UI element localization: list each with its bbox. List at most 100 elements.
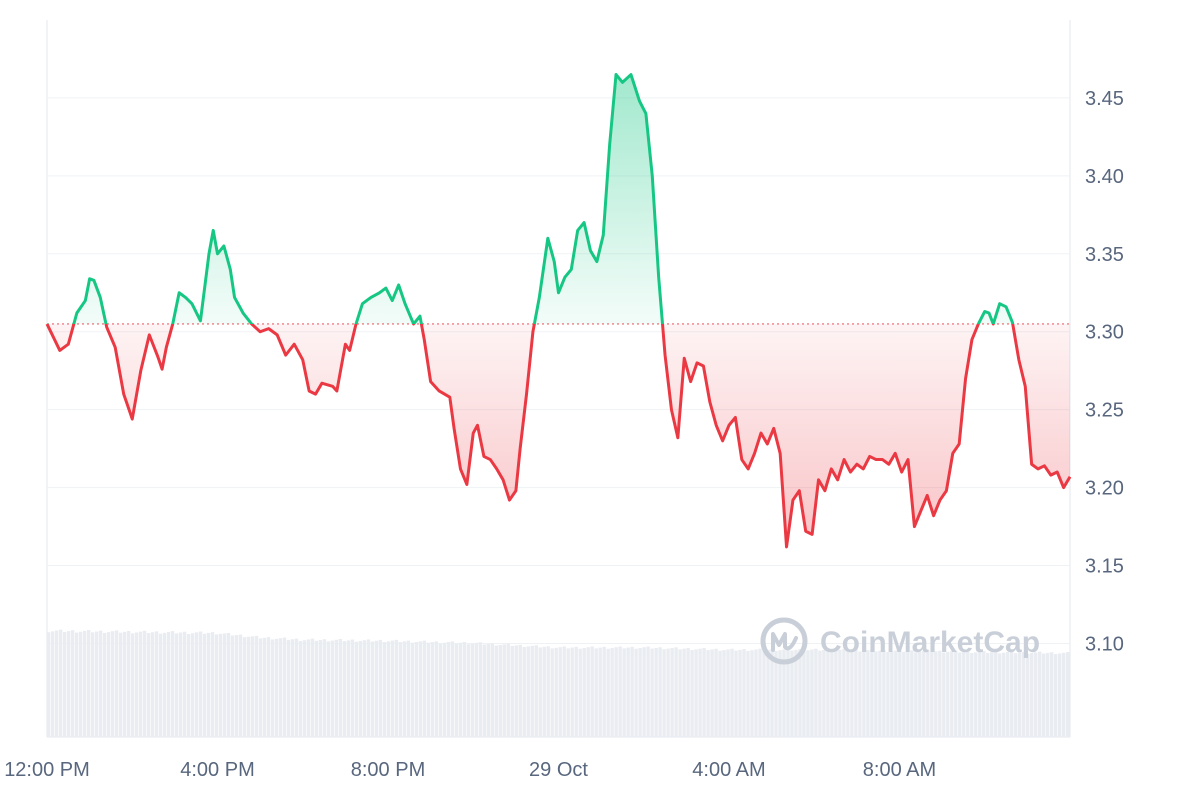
volume-bar <box>470 643 474 737</box>
volume-bar <box>62 631 67 737</box>
volume-bar <box>882 650 886 737</box>
coinmarketcap-watermark: CoinMarketCap <box>760 617 1040 665</box>
volume-bar <box>266 637 271 737</box>
volume-bar <box>590 646 594 737</box>
volume-bar <box>130 633 135 737</box>
volume-bar <box>958 652 962 737</box>
volume-bar <box>298 640 303 737</box>
volume-bar <box>490 643 494 737</box>
volume-bar <box>582 647 586 737</box>
volume-bar <box>1006 652 1010 737</box>
volume-bar <box>250 636 255 737</box>
volume-bar <box>834 650 838 737</box>
volume-bar <box>190 633 195 737</box>
volume-bar <box>866 650 870 737</box>
volume-bar <box>218 633 223 737</box>
volume-bar <box>1034 652 1038 737</box>
y-tick-label: 3.35 <box>1085 244 1124 266</box>
volume-bar <box>1054 654 1058 737</box>
volume-bar <box>174 633 179 737</box>
volume-bar <box>58 629 63 737</box>
volume-bar <box>446 642 451 737</box>
volume-bar <box>278 638 283 737</box>
volume-bar <box>342 641 347 737</box>
volume-bar <box>198 631 203 737</box>
volume-bar <box>722 650 726 737</box>
volume-bar <box>786 648 790 737</box>
volume-bar <box>826 649 830 737</box>
volume-bar <box>214 634 219 737</box>
volume-bar <box>442 642 447 737</box>
x-axis-tick-labels: 12:00 PM 4:00 PM 8:00 PM 29 Oct 4:00 AM 8:00 … <box>4 759 936 781</box>
y-tick-label: 3.45 <box>1085 88 1124 110</box>
price-line-up <box>47 73 1015 324</box>
volume-bar <box>366 639 371 737</box>
volume-bar <box>1014 653 1018 737</box>
volume-bar <box>158 633 163 737</box>
volume-bar <box>782 649 786 737</box>
volume-bar <box>674 647 678 737</box>
volume-bar <box>630 646 634 737</box>
volume-bar <box>562 646 566 737</box>
volume-bar <box>498 644 502 737</box>
volume-bar <box>774 650 778 737</box>
volume-bar <box>230 635 235 737</box>
volume-bar <box>458 642 462 737</box>
volume-bar <box>802 650 806 737</box>
volume-bar <box>906 651 910 737</box>
volume-bar <box>1022 651 1026 737</box>
volume-bar <box>106 632 111 737</box>
volume-bar <box>778 650 782 737</box>
volume-bar <box>462 642 466 737</box>
volume-bar <box>1062 652 1066 737</box>
volume-bar <box>1046 652 1050 737</box>
volume-bar <box>514 645 518 737</box>
volume-bar <box>422 640 427 737</box>
volume-bar <box>1002 652 1006 737</box>
volume-bar <box>842 649 846 737</box>
volume-bar <box>878 650 882 737</box>
volume-bar <box>658 647 662 737</box>
volume-bar <box>734 650 738 737</box>
volume-bar <box>850 650 854 737</box>
volume-bar <box>362 640 367 737</box>
volume-bar <box>946 651 950 737</box>
volume-bar <box>1030 653 1034 737</box>
volume-bar <box>998 653 1002 737</box>
volume-bar <box>746 650 750 737</box>
volume-bar <box>246 636 251 737</box>
volume-bar <box>942 652 946 737</box>
volume-bar <box>390 640 395 737</box>
volume-bar <box>702 648 706 737</box>
y-tick-label: 3.40 <box>1085 166 1124 188</box>
volume-bar <box>1038 651 1042 737</box>
volume-bar <box>558 647 562 737</box>
volume-bar <box>718 650 722 737</box>
volume-bar <box>814 648 818 737</box>
volume-bar <box>50 631 55 737</box>
volume-bar <box>506 643 510 737</box>
volume-bar <box>1026 653 1030 737</box>
volume-bar <box>354 641 359 737</box>
volume-bar <box>430 642 435 737</box>
volume-bars <box>47 629 1070 737</box>
volume-bar <box>186 634 191 737</box>
volume-bar <box>494 645 498 737</box>
volume-bar <box>634 648 638 737</box>
volume-bar <box>846 651 850 737</box>
volume-bar <box>770 649 774 737</box>
volume-bar <box>1042 653 1046 737</box>
volume-bar <box>378 639 383 737</box>
volume-bar <box>270 639 275 737</box>
volume-bar <box>154 631 159 737</box>
volume-bar <box>518 644 522 737</box>
volume-bar <box>962 651 966 737</box>
volume-bar <box>586 647 590 737</box>
volume-bar <box>1010 651 1014 737</box>
volume-bar <box>486 643 490 737</box>
volume-bar <box>870 649 874 737</box>
volume-bar <box>698 648 702 737</box>
volume-bar <box>918 651 922 737</box>
volume-bar <box>790 650 794 737</box>
